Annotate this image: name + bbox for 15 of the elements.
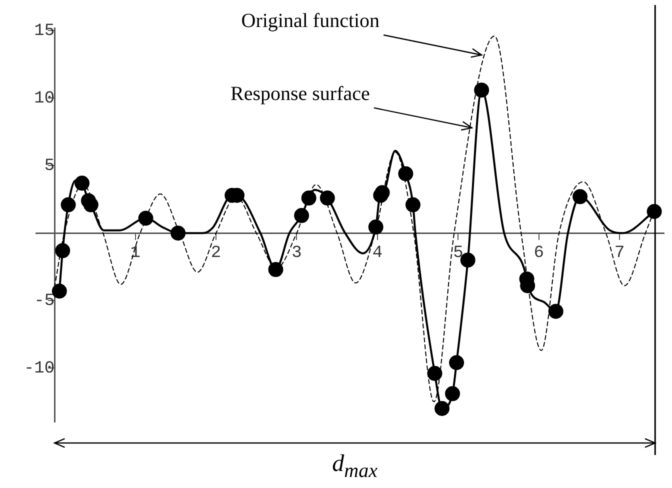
y-tick-label: 15 <box>34 22 55 42</box>
y-tick-label: -5 <box>34 292 55 312</box>
point <box>52 284 67 299</box>
text: d$_{max}$ <box>331 451 378 483</box>
x-tick-label: 5 <box>453 244 464 263</box>
y-tick-label: -10 <box>24 360 55 379</box>
x-tick-label: 6 <box>534 244 544 263</box>
annotation: Response surface <box>230 83 370 106</box>
x-tick-label: 4 <box>372 244 383 263</box>
x-tick-label: 7 <box>614 244 625 263</box>
y-tick-label: 10 <box>34 90 55 109</box>
annotation: Original function <box>241 10 380 32</box>
x-tick-label: 2 <box>210 244 222 263</box>
x-tick-label: 1 <box>130 244 140 263</box>
x-tick-label: 3 <box>292 244 302 263</box>
